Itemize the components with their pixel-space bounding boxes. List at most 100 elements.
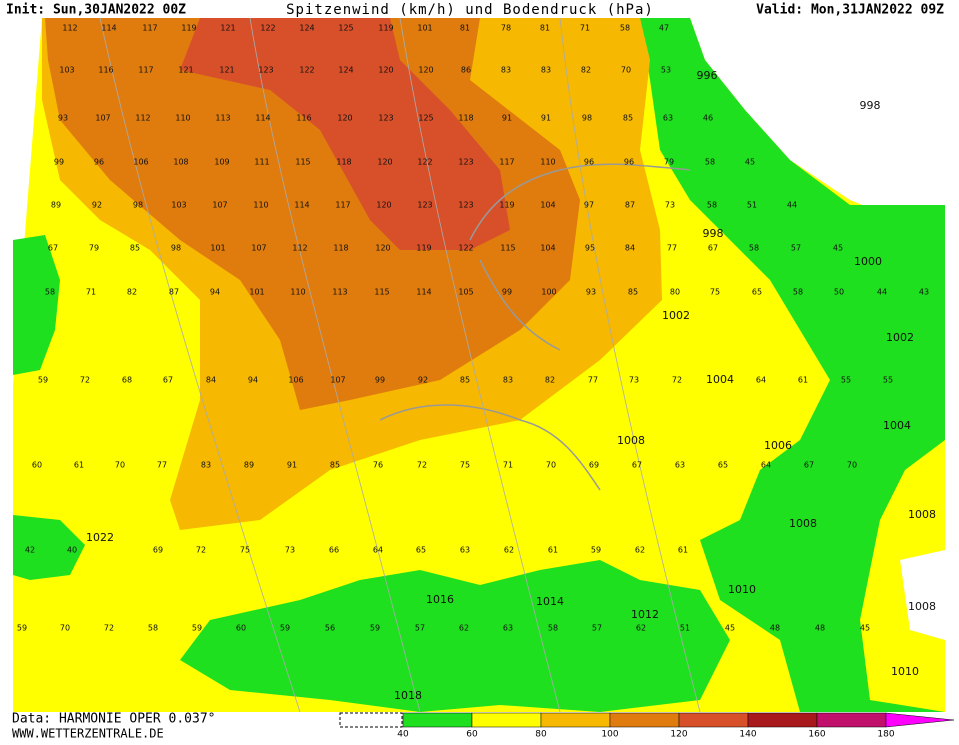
wind-label: 76 (373, 461, 383, 470)
wind-label: 85 (628, 288, 638, 297)
wind-label: 103 (171, 201, 186, 210)
data-source: Data: HARMONIE OPER 0.037° (12, 712, 216, 727)
wind-label: 85 (330, 461, 340, 470)
wind-label: 81 (540, 24, 550, 33)
wind-label: 123 (458, 158, 473, 167)
wind-label: 43 (919, 288, 929, 297)
wind-label: 57 (415, 624, 425, 633)
wind-label: 67 (708, 244, 718, 253)
pressure-label: 1008 (908, 508, 936, 521)
wind-label: 94 (210, 288, 220, 297)
wind-label: 79 (664, 158, 674, 167)
wind-label: 109 (214, 158, 229, 167)
wind-label: 73 (285, 546, 295, 555)
wind-label: 99 (54, 158, 64, 167)
wind-label: 45 (860, 624, 870, 633)
map-area (13, 17, 945, 713)
wind-label: 73 (665, 201, 675, 210)
wind-label: 58 (749, 244, 759, 253)
wind-label: 114 (416, 288, 431, 297)
pressure-label: 998 (860, 99, 881, 112)
wind-label: 85 (130, 244, 140, 253)
wind-label: 84 (625, 244, 635, 253)
wind-label: 116 (98, 66, 113, 75)
wind-label: 101 (210, 244, 225, 253)
wind-label: 83 (541, 66, 551, 75)
wind-label: 71 (503, 461, 513, 470)
pressure-label: 1008 (789, 517, 817, 530)
wind-label: 95 (585, 244, 595, 253)
wind-label: 57 (592, 624, 602, 633)
valid-time: Valid: Mon,31JAN2022 09Z (756, 3, 944, 18)
wind-label: 64 (761, 461, 771, 470)
wind-label: 120 (418, 66, 433, 75)
legend-tick-label: 180 (877, 730, 894, 740)
wind-label: 82 (545, 376, 555, 385)
pressure-label: 1002 (886, 331, 914, 344)
wind-label: 104 (540, 201, 555, 210)
wind-label: 82 (127, 288, 137, 297)
legend-swatch (471, 712, 542, 728)
wind-label: 100 (541, 288, 556, 297)
wind-label: 63 (663, 114, 673, 123)
wind-label: 91 (502, 114, 512, 123)
wind-label: 61 (678, 546, 688, 555)
legend: 40 60 80 100 120 140 160 180 (397, 712, 955, 740)
wind-label: 110 (540, 158, 555, 167)
wind-label: 59 (38, 376, 48, 385)
wind-label: 62 (636, 624, 646, 633)
wind-label: 61 (548, 546, 558, 555)
pressure-label: 1002 (662, 309, 690, 322)
wind-label: 75 (460, 461, 470, 470)
wind-label: 117 (138, 66, 153, 75)
wind-label: 96 (584, 158, 594, 167)
wind-label: 112 (292, 244, 307, 253)
wind-label: 101 (249, 288, 264, 297)
wind-label: 115 (500, 244, 515, 253)
pressure-label: 1008 (617, 434, 645, 447)
wind-label: 70 (115, 461, 125, 470)
wind-label: 59 (192, 624, 202, 633)
pressure-label: 1016 (426, 593, 454, 606)
map-labels: 9969989981000100210021004100410061008100… (17, 24, 936, 703)
wind-label: 84 (206, 376, 216, 385)
wind-label: 123 (458, 201, 473, 210)
wind-label: 62 (459, 624, 469, 633)
wind-label: 94 (248, 376, 258, 385)
wind-label: 58 (148, 624, 158, 633)
wind-label: 47 (659, 24, 669, 33)
wind-label: 51 (747, 201, 757, 210)
wind-label: 99 (502, 288, 512, 297)
pressure-label: 1014 (536, 595, 564, 608)
wind-label: 61 (74, 461, 84, 470)
wind-label: 63 (675, 461, 685, 470)
wind-label: 116 (296, 114, 311, 123)
wind-label: 62 (635, 546, 645, 555)
wind-label: 44 (787, 201, 797, 210)
wind-label: 71 (86, 288, 96, 297)
wind-label: 107 (251, 244, 266, 253)
wind-label: 58 (705, 158, 715, 167)
wind-label: 106 (288, 376, 303, 385)
wind-label: 114 (255, 114, 270, 123)
wind-label: 93 (586, 288, 596, 297)
wind-label: 66 (329, 546, 339, 555)
wind-label: 122 (458, 244, 473, 253)
wind-label: 89 (51, 201, 61, 210)
wind-label: 73 (629, 376, 639, 385)
wind-label: 98 (171, 244, 181, 253)
wind-label: 83 (503, 376, 513, 385)
wind-label: 60 (32, 461, 42, 470)
wind-label: 120 (337, 114, 352, 123)
legend-arrow (885, 712, 955, 728)
legend-swatch (402, 712, 473, 728)
wind-label: 77 (667, 244, 677, 253)
wind-label: 124 (338, 66, 353, 75)
wind-120-140 (180, 18, 510, 250)
wind-label: 120 (378, 66, 393, 75)
wind-label: 91 (541, 114, 551, 123)
wind-label: 70 (847, 461, 857, 470)
wind-label: 121 (220, 24, 235, 33)
wind-label: 111 (254, 158, 269, 167)
